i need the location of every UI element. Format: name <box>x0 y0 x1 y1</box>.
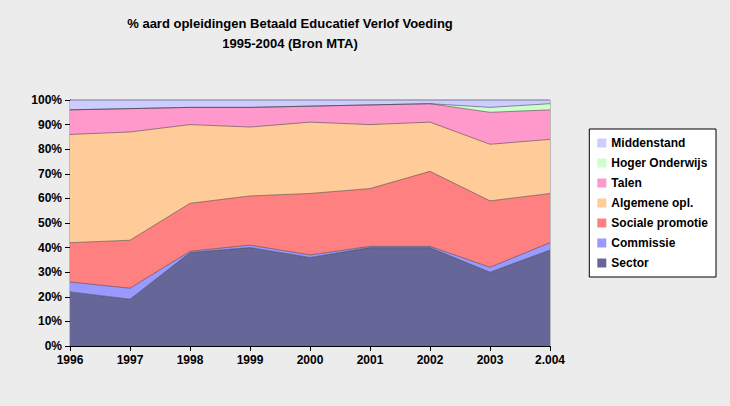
svg-text:40%: 40% <box>38 241 62 255</box>
svg-text:70%: 70% <box>38 167 62 181</box>
svg-text:Middenstand: Middenstand <box>611 136 685 150</box>
svg-text:Hoger Onderwijs: Hoger Onderwijs <box>611 156 707 170</box>
svg-text:Sociale promotie: Sociale promotie <box>611 216 708 230</box>
svg-text:80%: 80% <box>38 142 62 156</box>
svg-text:0%: 0% <box>45 339 63 353</box>
svg-text:2003: 2003 <box>477 353 504 367</box>
svg-text:20%: 20% <box>38 290 62 304</box>
svg-text:2002: 2002 <box>417 353 444 367</box>
svg-text:Sector: Sector <box>611 256 649 270</box>
svg-text:Commissie: Commissie <box>611 236 675 250</box>
svg-text:% aard opleidingen Betaald Edu: % aard opleidingen Betaald Educatief Ver… <box>127 16 453 31</box>
svg-text:60%: 60% <box>38 191 62 205</box>
svg-text:Algemene opl.: Algemene opl. <box>611 196 693 210</box>
svg-text:1999: 1999 <box>237 353 264 367</box>
svg-text:30%: 30% <box>38 265 62 279</box>
svg-text:100%: 100% <box>31 93 62 107</box>
svg-text:2000: 2000 <box>297 353 324 367</box>
svg-text:Talen: Talen <box>611 176 641 190</box>
svg-text:1997: 1997 <box>117 353 144 367</box>
svg-text:10%: 10% <box>38 314 62 328</box>
svg-text:90%: 90% <box>38 118 62 132</box>
svg-text:2.004: 2.004 <box>535 353 565 367</box>
svg-text:2001: 2001 <box>357 353 384 367</box>
svg-text:1998: 1998 <box>177 353 204 367</box>
svg-text:1996: 1996 <box>57 353 84 367</box>
svg-text:50%: 50% <box>38 216 62 230</box>
svg-text:1995-2004 (Bron MTA): 1995-2004 (Bron MTA) <box>222 36 358 51</box>
